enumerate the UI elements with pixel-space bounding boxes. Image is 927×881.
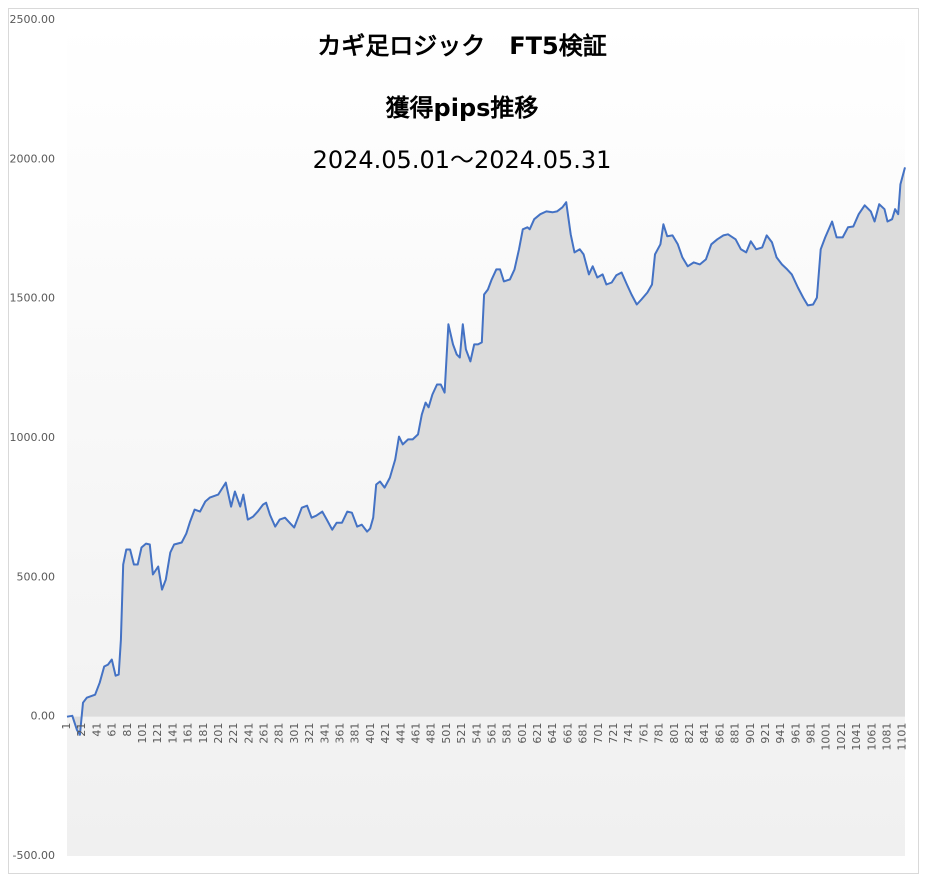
x-tick-label: 41	[90, 723, 103, 737]
x-tick-label: 561	[486, 723, 499, 744]
x-tick-label: 821	[683, 723, 696, 744]
x-tick-label: 741	[622, 723, 635, 744]
chart-date-range: 2024.05.01～2024.05.31	[313, 146, 612, 174]
chart-subtitle: 獲得pips推移	[386, 94, 539, 122]
x-tick-label: 61	[106, 723, 119, 737]
x-tick-label: 941	[774, 723, 787, 744]
x-tick-label: 641	[546, 723, 559, 744]
y-tick-label: 1000.00	[10, 431, 56, 444]
x-tick-label: 361	[334, 723, 347, 744]
data-line	[66, 167, 906, 736]
x-tick-label: 961	[789, 723, 802, 744]
x-tick-label: 701	[592, 723, 605, 744]
x-tick-label: 1101	[896, 723, 909, 751]
x-tick-label: 161	[182, 723, 195, 744]
x-tick-label: 261	[258, 723, 271, 744]
x-tick-label: 841	[698, 723, 711, 744]
x-tick-label: 721	[607, 723, 620, 744]
x-tick-label: 141	[166, 723, 179, 744]
x-tick-label: 1041	[850, 723, 863, 751]
x-tick-label: 221	[227, 723, 240, 744]
chart-title: カギ足ロジック FT5検証	[317, 32, 606, 60]
x-tick-label: 661	[561, 723, 574, 744]
area-fill	[67, 167, 905, 735]
x-tick-label: 441	[394, 723, 407, 744]
y-tick-label: 0.00	[31, 710, 56, 723]
y-tick-label: -500.00	[13, 849, 55, 862]
y-tick-label: 1500.00	[10, 292, 56, 305]
x-tick-label: 1001	[820, 723, 833, 751]
x-tick-label: 101	[136, 723, 149, 744]
x-tick-label: 1081	[881, 723, 894, 751]
x-tick-label: 121	[151, 723, 164, 744]
x-tick-label: 381	[349, 723, 362, 744]
x-tick-label: 761	[637, 723, 650, 744]
x-tick-label: 581	[501, 723, 514, 744]
x-tick-label: 201	[212, 723, 225, 744]
x-tick-label: 681	[577, 723, 590, 744]
x-tick-label: 181	[197, 723, 210, 744]
y-tick-label: 2000.00	[10, 152, 56, 165]
x-tick-label: 481	[425, 723, 438, 744]
x-tick-label: 241	[242, 723, 255, 744]
x-tick-label: 501	[440, 723, 453, 744]
x-tick-label: 281	[273, 723, 286, 744]
x-tick-label: 21	[75, 723, 88, 737]
x-tick-label: 1061	[865, 723, 878, 751]
x-tick-label: 521	[455, 723, 468, 744]
x-tick-label: 341	[318, 723, 331, 744]
y-tick-label: 500.00	[17, 570, 56, 583]
y-tick-label: 2500.00	[10, 13, 56, 26]
x-tick-label: 541	[470, 723, 483, 744]
x-tick-label: 1	[60, 723, 73, 730]
x-tick-label: 901	[744, 723, 757, 744]
x-tick-label: 321	[303, 723, 316, 744]
x-tick-label: 461	[410, 723, 423, 744]
x-tick-label: 981	[805, 723, 818, 744]
x-tick-label: 601	[516, 723, 529, 744]
x-tick-label: 301	[288, 723, 301, 744]
x-tick-label: 781	[653, 723, 666, 744]
x-tick-label: 81	[121, 723, 134, 737]
x-tick-label: 921	[759, 723, 772, 744]
x-tick-label: 421	[379, 723, 392, 744]
x-tick-label: 401	[364, 723, 377, 744]
x-tick-label: 1021	[835, 723, 848, 751]
x-tick-label: 801	[668, 723, 681, 744]
x-tick-label: 621	[531, 723, 544, 744]
x-tick-label: 861	[713, 723, 726, 744]
x-tick-label: 881	[729, 723, 742, 744]
